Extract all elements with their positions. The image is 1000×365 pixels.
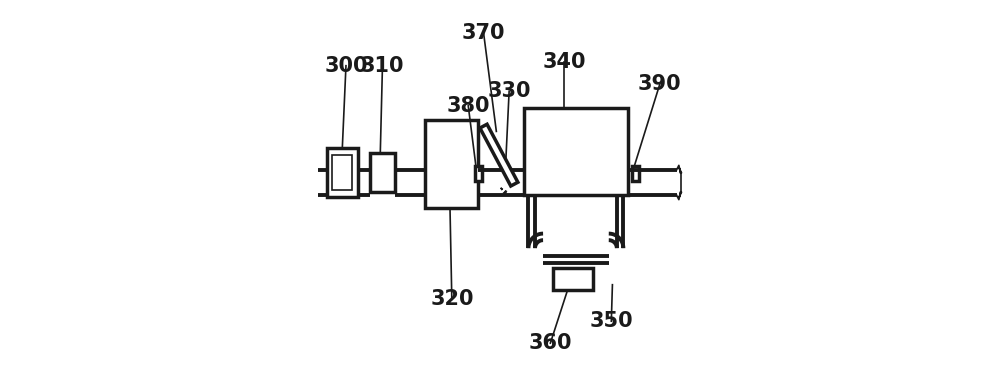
Text: 300: 300: [324, 56, 368, 76]
Text: 390: 390: [638, 74, 682, 94]
Bar: [425, 120, 478, 208]
Bar: [327, 148, 358, 197]
Text: 360: 360: [529, 333, 572, 353]
Text: 350: 350: [590, 311, 633, 331]
Bar: [370, 153, 395, 192]
Text: 310: 310: [361, 56, 404, 76]
Text: 380: 380: [446, 96, 490, 116]
Text: 330: 330: [487, 81, 531, 101]
Polygon shape: [480, 124, 518, 186]
Text: 320: 320: [430, 289, 474, 309]
Text: 370: 370: [462, 23, 505, 43]
Bar: [632, 166, 639, 181]
Bar: [524, 108, 628, 195]
Bar: [553, 268, 593, 290]
Text: 340: 340: [542, 52, 586, 72]
Bar: [332, 155, 352, 190]
Bar: [475, 166, 482, 181]
